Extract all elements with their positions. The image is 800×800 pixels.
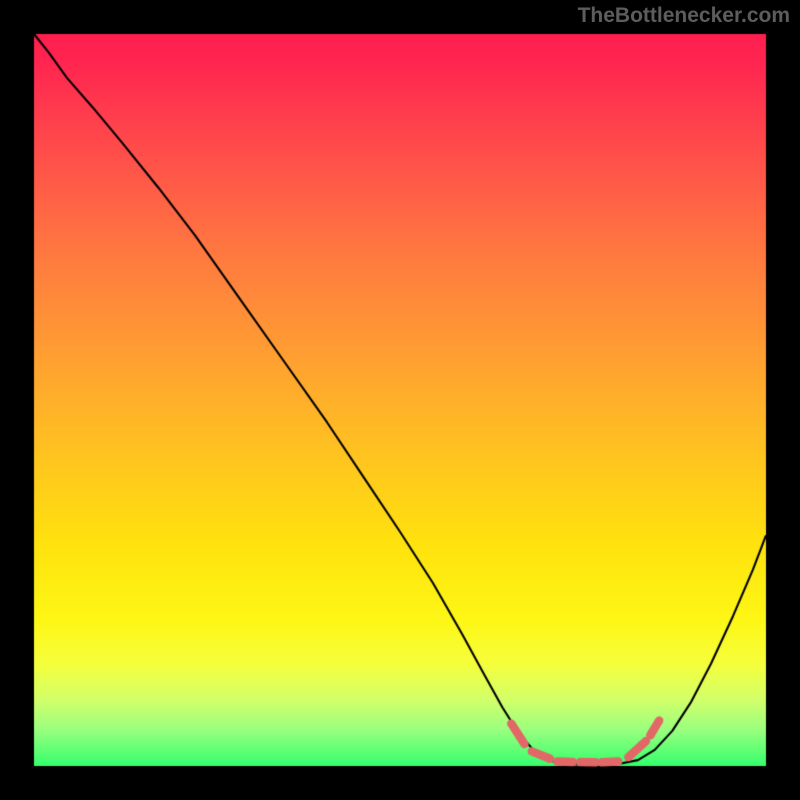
- bottleneck-chart-canvas: [0, 0, 800, 800]
